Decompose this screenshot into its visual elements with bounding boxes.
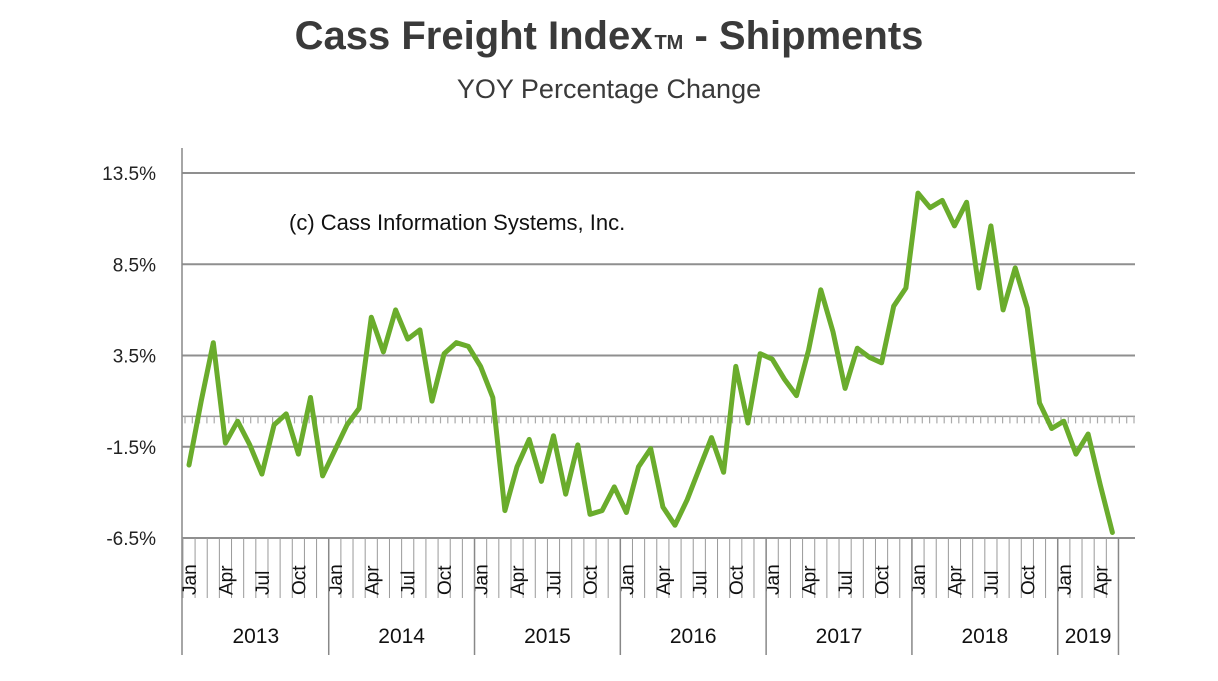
x-tick-label: Apr <box>800 565 821 595</box>
y-axis-ticks: 13.5% 8.5% 3.5% -1.5% -6.5% <box>102 164 156 550</box>
year-label: 2018 <box>961 625 1008 648</box>
y-tick-label: 8.5% <box>113 255 156 276</box>
x-tick-label: Oct <box>581 565 602 595</box>
year-label: 2015 <box>524 625 571 648</box>
x-tick-label: Jul <box>690 571 711 595</box>
year-label: 2013 <box>232 625 279 648</box>
x-tick-label: Jan <box>180 564 201 595</box>
year-label: 2014 <box>378 625 425 648</box>
y-tick-label: 3.5% <box>113 347 156 368</box>
x-tick-label: Jan <box>763 564 784 595</box>
x-tick-label: Jul <box>253 571 274 595</box>
y-tick-label: 13.5% <box>102 164 156 185</box>
x-tick-label: Apr <box>945 565 966 595</box>
x-tick-label: Jan <box>909 564 930 595</box>
x-tick-label: Jan <box>617 564 638 595</box>
x-tick-label: Apr <box>508 565 529 595</box>
year-label: 2016 <box>670 625 717 648</box>
chart-subtitle: YOY Percentage Change <box>456 74 762 104</box>
x-tick-label: Jul <box>982 571 1003 595</box>
x-tick-label: Jan <box>472 564 493 595</box>
x-tick-label: Jul <box>545 571 566 595</box>
x-tick-label: Oct <box>289 565 310 595</box>
year-label: 2017 <box>816 625 863 648</box>
x-tick-label: Oct <box>873 565 894 595</box>
x-tick-label: Jul <box>399 571 420 595</box>
x-tick-label: Apr <box>362 565 383 595</box>
x-tick-label: Jan <box>326 564 347 595</box>
zero-line <box>182 415 1135 424</box>
x-tick-label: Jul <box>836 571 857 595</box>
x-tick-label: Oct <box>1018 565 1039 595</box>
trademark-mark: TM <box>654 32 684 54</box>
series-line <box>186 190 1115 535</box>
x-tick-label: Apr <box>654 565 675 595</box>
x-tick-label: Oct <box>727 565 748 595</box>
x-tick-label: Apr <box>1091 565 1112 595</box>
chart-title-suffix: - Shipments <box>694 14 924 58</box>
y-tick-label: -1.5% <box>106 438 156 459</box>
chart-title: Cass Freight Index TM - Shipments <box>0 14 1218 59</box>
x-tick-label: Apr <box>216 565 237 595</box>
y-tick-label: -6.5% <box>106 529 156 550</box>
copyright-annotation: (c) Cass Information Systems, Inc. <box>289 210 625 235</box>
chart-title-main: Cass Freight Index <box>294 14 653 58</box>
x-tick-label: Oct <box>435 565 456 595</box>
x-tick-label: Jan <box>1055 564 1076 595</box>
x-axis: Jan Apr Jul Oct Jan Apr Jul Oct Jan Apr Jul Oct Jan A… <box>180 537 1135 655</box>
year-label: 2019 <box>1065 625 1112 648</box>
